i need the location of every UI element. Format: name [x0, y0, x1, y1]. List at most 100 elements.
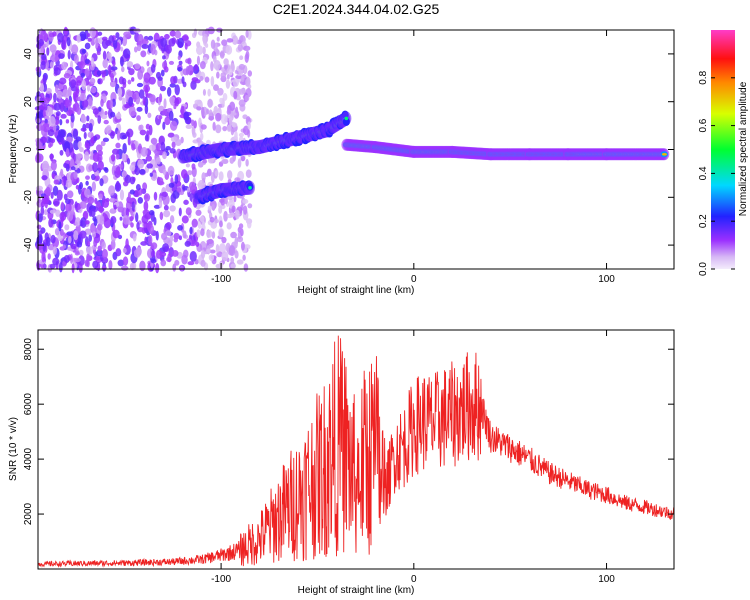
noise-blob [144, 134, 149, 142]
x-tick-label: 100 [598, 274, 615, 285]
noise-blob [46, 47, 50, 56]
noise-blob [89, 155, 94, 160]
noise-blob [59, 149, 64, 156]
noise-blob [53, 179, 60, 185]
y-tick-label: 0 [23, 146, 34, 152]
noise-blob [129, 176, 136, 185]
noise-blob [214, 170, 219, 177]
colorbar: 0.0 0.2 0.4 0.6 0.8 Normalized spectral ampl… [698, 30, 749, 276]
noise-blob [162, 108, 168, 116]
noise-blob [166, 112, 170, 119]
noise-blob [79, 181, 84, 190]
noise-blob [185, 207, 192, 216]
noise-blob [142, 95, 146, 106]
noise-blob [234, 177, 241, 183]
noise-blob [199, 60, 206, 70]
noise-blob [155, 142, 161, 152]
noise-blob [208, 115, 215, 121]
noise-blob [69, 158, 75, 167]
noise-blob [144, 236, 148, 244]
y-tick-label: 2000 [23, 502, 34, 525]
noise-blob [216, 71, 220, 79]
noise-blob [92, 162, 98, 173]
spectrogram-panel: -100 0 100 -40 -20 0 20 40 Height of straight … [8, 26, 675, 296]
noise-blob [181, 35, 189, 41]
snr-panel: -100 0 100 2000 4000 6000 8000 Height of stra… [8, 329, 675, 596]
noise-blob [159, 93, 163, 103]
noise-blob [235, 74, 243, 80]
noise-blob [213, 84, 219, 92]
noise-blob [104, 126, 112, 135]
noise-blob [229, 101, 236, 112]
noise-blob [40, 205, 45, 216]
noise-blob [80, 115, 87, 124]
noise-blob [128, 68, 135, 76]
noise-blob [92, 108, 99, 115]
snr-line [37, 335, 675, 568]
noise-blob [122, 247, 127, 254]
noise-blob [63, 26, 68, 36]
noise-blob [202, 89, 207, 96]
noise-blob [157, 180, 165, 186]
noise-blob [219, 220, 223, 228]
noise-blob [183, 111, 190, 121]
noise-blob [177, 55, 181, 61]
noise-blob [126, 157, 131, 165]
noise-blob [163, 66, 169, 73]
noise-blob [136, 115, 141, 122]
noise-blob [91, 231, 96, 238]
noise-blob [49, 263, 56, 269]
noise-blob [90, 173, 96, 181]
noise-blob [195, 209, 202, 216]
noise-blob [161, 232, 168, 241]
noise-blob [202, 46, 206, 55]
noise-blob [84, 142, 90, 149]
noise-blob [141, 38, 149, 45]
noise-blob [97, 115, 102, 124]
colorbar-tick-label: 0.4 [698, 166, 709, 180]
noise-blob [99, 178, 104, 187]
noise-blob [172, 263, 177, 272]
noise-blob [127, 135, 131, 146]
noise-blob [139, 168, 146, 175]
noise-blob [59, 211, 67, 222]
noise-blob [121, 134, 128, 140]
noise-blob [130, 222, 134, 228]
noise-blob [73, 230, 79, 241]
noise-blob [40, 125, 45, 131]
noise-blob [79, 92, 87, 102]
noise-blob [220, 197, 226, 206]
y-tick-label: 4000 [23, 448, 34, 471]
noise-blob [66, 190, 74, 199]
noise-blob [129, 215, 134, 222]
noise-blob [70, 79, 77, 88]
noise-blob [100, 256, 109, 264]
noise-blob [165, 230, 172, 237]
noise-blob [86, 253, 90, 263]
noise-blob [97, 245, 103, 252]
noise-blob [225, 45, 233, 55]
noise-blob [89, 77, 96, 85]
noise-blob [137, 197, 144, 204]
noise-blob [65, 99, 72, 107]
noise-blob [110, 216, 117, 225]
noise-blob [174, 30, 182, 39]
noise-blob [50, 138, 56, 144]
noise-blob [92, 152, 100, 163]
noise-blob [184, 240, 192, 247]
noise-blob [122, 142, 127, 154]
noise-blob [199, 215, 205, 223]
noise-blob [129, 26, 137, 35]
noise-blob [191, 163, 196, 170]
noise-blob [42, 74, 47, 84]
noise-blob [48, 116, 56, 127]
noise-blob [237, 44, 244, 52]
noise-blob [115, 180, 120, 191]
noise-blob [52, 31, 57, 37]
noise-blob [210, 75, 215, 87]
noise-blob [169, 215, 175, 224]
noise-blob [216, 36, 220, 42]
noise-blob [149, 172, 153, 177]
snr-x-axis-label: Height of straight line (km) [298, 585, 415, 596]
noise-blob [85, 175, 90, 180]
